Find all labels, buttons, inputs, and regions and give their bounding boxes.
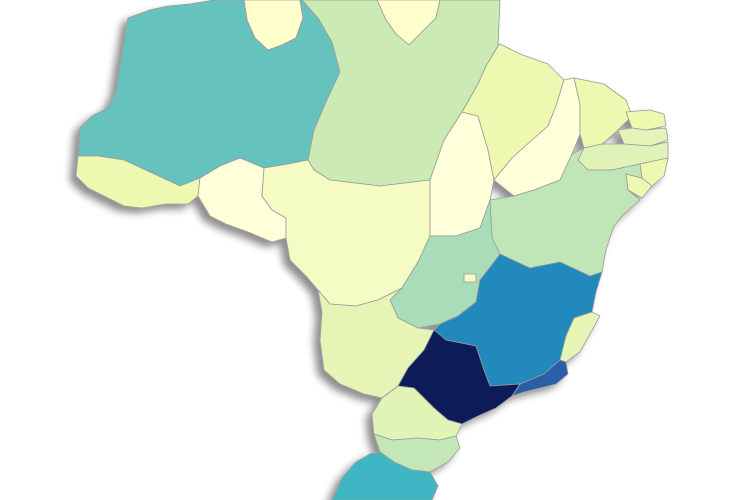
state-region-ac[interactable] [75,155,201,209]
state-region-am[interactable] [77,0,341,187]
state-region-rj[interactable] [511,359,569,397]
state-region-df[interactable] [463,273,477,283]
state-region-rn[interactable] [625,109,667,131]
state-region-sp[interactable] [397,329,521,425]
state-region-ce[interactable] [573,77,633,149]
states-layer [75,0,669,500]
state-region-rs[interactable] [331,451,439,500]
